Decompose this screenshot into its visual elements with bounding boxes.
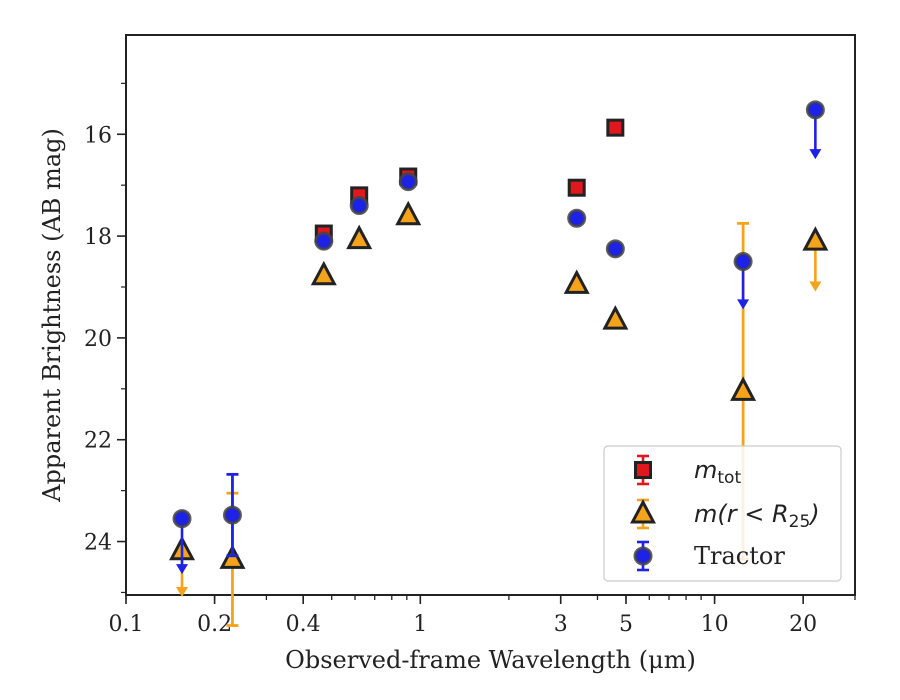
x-tick-label: 3 [554, 612, 568, 637]
data-point-circle [733, 252, 753, 272]
y-tick-label: 20 [84, 327, 112, 352]
series-tractor [172, 100, 825, 575]
x-tick-label: 0.2 [197, 612, 232, 637]
x-tick-label: 0.1 [109, 612, 144, 637]
data-point-triangle [219, 544, 246, 569]
x-axis-label: Observed-frame Wavelength (μm) [285, 646, 696, 674]
legend-marker-triangle [630, 499, 656, 524]
x-tick-label: 10 [701, 612, 729, 637]
upper-limit-arrow-head [176, 564, 189, 575]
legend-label: mtot [694, 456, 741, 488]
y-tick-label: 22 [84, 429, 112, 454]
legend-label-main: m(r < R [694, 500, 789, 528]
y-tick-label: 24 [84, 531, 112, 556]
y-tick-label: 18 [84, 225, 112, 250]
legend-label-subscript: 25 [789, 512, 811, 532]
legend-label: m(r < R25) [694, 500, 820, 532]
data-point-circle [172, 509, 192, 529]
legend-entry: m(r < R25) [630, 498, 820, 532]
legend-label-main: Tractor [694, 542, 785, 570]
legend-box [603, 445, 842, 582]
data-point-circle [222, 505, 242, 525]
legend: mtot m(r < R25) Tractor [603, 445, 842, 582]
legend-entry: mtot [634, 454, 741, 488]
legend-label-end: ) [808, 500, 819, 528]
upper-limit-arrow-head [809, 281, 822, 292]
legend-label: Tractor [694, 542, 785, 570]
y-tick-label: 16 [84, 123, 112, 148]
x-tick-label: 5 [619, 612, 633, 637]
data-point-triangle [730, 376, 757, 401]
legend-marker-circle [633, 546, 653, 566]
legend-label-subscript: tot [717, 468, 741, 488]
legend-marker-square [634, 461, 652, 479]
upper-limit-arrow-head [737, 299, 750, 310]
axes-group: 0.1 0.2 0.4 1 3 5 10 20 16 18 20 22 24 Observed-frame… [38, 34, 856, 674]
data-point-circle [805, 100, 825, 120]
data-point-triangle [802, 226, 829, 251]
x-tick-label: 20 [789, 612, 817, 637]
plot-frame [125, 34, 856, 596]
upper-limit-arrow-head [176, 587, 189, 597]
x-tick-label: 0.4 [286, 612, 321, 637]
y-axis-label: Apparent Brightness (AB mag) [38, 128, 66, 503]
x-tick-label: 1 [413, 612, 427, 637]
legend-label-main: m [694, 456, 717, 484]
upper-limit-arrow-head [809, 149, 822, 160]
legend-entry: Tractor [633, 540, 785, 572]
